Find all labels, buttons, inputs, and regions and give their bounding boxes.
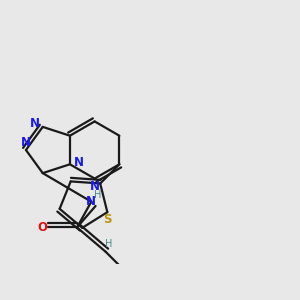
- Text: H: H: [105, 239, 112, 249]
- Text: O: O: [37, 221, 47, 234]
- Text: S: S: [103, 213, 111, 226]
- Text: N: N: [86, 195, 96, 208]
- Text: N: N: [74, 156, 84, 170]
- Text: N: N: [90, 180, 100, 193]
- Text: N: N: [21, 136, 31, 148]
- Text: N: N: [30, 117, 40, 130]
- Text: H: H: [94, 190, 101, 200]
